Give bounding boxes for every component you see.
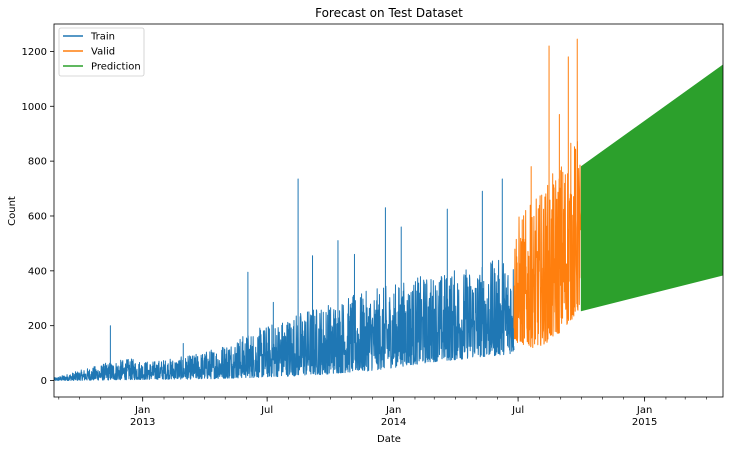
y-tick-label: 400 bbox=[28, 266, 47, 277]
x-tick-label: Jan bbox=[134, 405, 150, 416]
plot-frame bbox=[53, 23, 724, 398]
legend-entry-valid: Valid bbox=[91, 47, 115, 58]
y-tick-label: 200 bbox=[28, 321, 47, 332]
y-tick-label: 1200 bbox=[22, 47, 47, 58]
x-tick-label: Jan bbox=[636, 405, 652, 416]
x-tick-year-label: 2014 bbox=[381, 417, 406, 428]
series-band-prediction bbox=[580, 64, 723, 312]
legend-entry-train: Train bbox=[90, 32, 115, 43]
x-tick-label: Jul bbox=[260, 405, 273, 416]
legend-box bbox=[58, 27, 145, 77]
y-axis: 0 200 400 600 800 1000 1200 bbox=[22, 47, 54, 387]
y-axis-label: Count bbox=[7, 196, 18, 226]
x-axis-label: Date bbox=[377, 434, 401, 445]
y-tick-label: 600 bbox=[28, 211, 47, 222]
legend-entry-prediction: Prediction bbox=[91, 62, 141, 73]
series-line-valid bbox=[513, 38, 582, 349]
y-tick-label: 1000 bbox=[22, 102, 47, 113]
y-tick-label: 0 bbox=[41, 376, 47, 387]
y-tick-label: 800 bbox=[28, 157, 47, 168]
x-tick-year-label: 2015 bbox=[632, 417, 657, 428]
series-line-train bbox=[54, 178, 515, 382]
plot-area bbox=[54, 38, 723, 382]
chart-legend: Train Valid Prediction bbox=[58, 27, 145, 77]
x-tick-label: Jan bbox=[385, 405, 401, 416]
x-tick-year-label: 2013 bbox=[130, 417, 155, 428]
chart-title: Forecast on Test Dataset bbox=[315, 6, 463, 20]
x-tick-label: Jul bbox=[511, 405, 524, 416]
